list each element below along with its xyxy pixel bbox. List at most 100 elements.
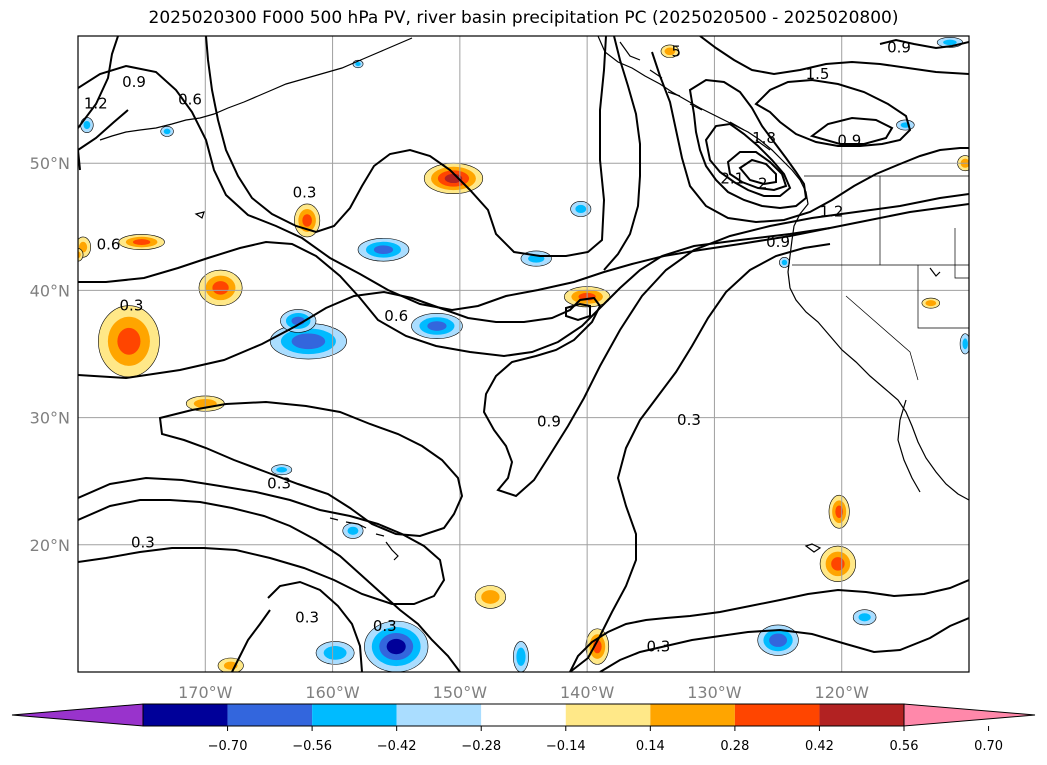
colorbar <box>11 703 1036 727</box>
colorbar-bin <box>650 704 735 726</box>
contour-label: 0.9 <box>766 233 790 251</box>
negative-precip-anomaly <box>269 323 347 360</box>
contour-label: 0.3 <box>646 638 670 656</box>
colorbar-bin <box>481 704 566 726</box>
longitude-label: 160°W <box>305 683 360 702</box>
longitude-label: 170°W <box>178 683 233 702</box>
contour-label: 0.3 <box>295 608 319 626</box>
colorbar-tick-label: 0.56 <box>890 739 919 754</box>
map-title: 2025020300 F000 500 hPa PV, river basin … <box>148 8 899 28</box>
longitude-labels: 170°W 160°W 150°W 140°W 130°W 120°W <box>178 683 869 702</box>
positive-precip-anomaly <box>819 545 857 582</box>
latitude-labels: 20°N 30°N 40°N 50°N <box>30 154 70 555</box>
positive-precip-anomaly <box>660 44 680 58</box>
longitude-label: 120°W <box>815 683 870 702</box>
positive-precip-anomaly <box>294 203 321 238</box>
negative-precip-anomaly <box>364 620 429 672</box>
coastlines <box>99 36 969 561</box>
contour-label: 5 <box>671 42 681 60</box>
negative-precip-anomaly <box>896 119 915 131</box>
contour-label: 0.9 <box>122 73 146 91</box>
longitude-label: 140°W <box>560 683 615 702</box>
positive-precip-anomaly <box>423 162 484 195</box>
precip-contour-fill <box>925 300 937 307</box>
precip-contour-fill <box>444 173 463 184</box>
colorbar-bin <box>227 704 313 726</box>
contour-label: 2.1 <box>720 169 744 187</box>
colorbar-ticks: −0.70 −0.56 −0.42 −0.28 −0.14 0.14 0.28 0.42 0.5… <box>208 726 1003 754</box>
negative-precip-anomaly <box>757 624 799 656</box>
precip-contour-fill <box>117 327 141 355</box>
negative-precip-anomaly <box>959 333 969 355</box>
colorbar-tick-label: −0.70 <box>208 739 248 754</box>
negative-precip-anomaly <box>852 609 877 626</box>
colorbar-tick-label: −0.14 <box>546 739 586 754</box>
positive-precip-anomaly <box>474 585 506 609</box>
contour-label: 0.3 <box>131 533 155 551</box>
precip-contour-fill <box>962 338 968 350</box>
colorbar-tick-label: 0.28 <box>720 739 749 754</box>
colorbar-bin <box>565 704 651 726</box>
contour-label: 0.9 <box>537 412 561 430</box>
pv-contours <box>78 36 969 672</box>
precip-contour-fill <box>212 281 229 295</box>
precip-contour-fill <box>291 333 326 350</box>
contour-label: 1.2 <box>84 94 108 112</box>
colorbar-frame <box>142 703 905 727</box>
contour-labels: 0.9 0.6 1.2 0.3 0.6 0.3 0.6 0.9 0.3 0.3 0.3 0.3 0.3 0… <box>84 38 911 655</box>
precip-contour-fill <box>943 39 957 46</box>
precip-contour-fill <box>781 259 788 266</box>
negative-precip-anomaly <box>280 309 317 333</box>
colorbar-extend-max <box>903 703 1036 727</box>
longitude-label: 150°W <box>433 683 488 702</box>
positive-precip-anomaly <box>217 657 244 672</box>
precip-contour-fill <box>355 61 361 67</box>
precip-contour-fill <box>132 239 151 245</box>
positive-precip-anomaly <box>78 248 84 262</box>
precip-contour-fill <box>575 204 587 214</box>
contour-label: 1.8 <box>752 129 776 147</box>
colorbar-tick-label: −0.42 <box>377 739 417 754</box>
positive-precip-anomaly <box>828 494 850 529</box>
precip-contour-fill <box>83 120 91 130</box>
colorbar-bin <box>143 704 228 726</box>
map-frame <box>77 35 970 673</box>
contour-label: 0.6 <box>384 307 408 325</box>
precip-contour-fill <box>835 505 844 518</box>
colorbar-extend-min <box>11 703 144 727</box>
negative-precip-anomaly <box>570 201 592 217</box>
precip-contour-fill <box>481 590 500 604</box>
colorbar-tick-label: −0.28 <box>461 739 501 754</box>
positive-precip-anomaly <box>921 297 941 309</box>
precip-contour-fill <box>323 646 347 660</box>
precip-contour-fill <box>858 613 871 622</box>
precip-contour-fill <box>163 128 171 135</box>
precip-contour-fill <box>302 214 312 227</box>
precip-contour-fill <box>347 526 359 535</box>
graticule <box>78 36 969 672</box>
positive-precip-anomaly <box>198 269 243 306</box>
precip-contour-fill <box>664 47 676 56</box>
contour-label: 0.9 <box>887 38 911 56</box>
precip-contour-fill <box>386 638 406 655</box>
contour-label: 0.3 <box>267 475 291 493</box>
contour-label: 0.3 <box>293 183 317 201</box>
latitude-label: 50°N <box>30 154 70 173</box>
precip-contour-fill <box>516 647 526 666</box>
negative-precip-anomaly <box>357 237 410 262</box>
negative-precip-anomaly <box>315 641 355 665</box>
colorbar-bin <box>734 704 820 726</box>
negative-precip-anomaly <box>80 117 94 133</box>
contour-label: 0.3 <box>373 617 397 635</box>
precip-contour-fill <box>769 633 788 647</box>
precip-contour-fill <box>78 251 81 259</box>
precip-contour-fill <box>276 467 288 473</box>
latitude-label: 30°N <box>30 409 70 428</box>
precip-contour-fill <box>373 245 394 255</box>
contour-label: 0.3 <box>120 297 144 315</box>
colorbar-tick-label: −0.56 <box>292 739 332 754</box>
colorbar-bin <box>396 704 482 726</box>
negative-precip-anomaly <box>779 257 790 268</box>
negative-precip-anomaly <box>271 464 293 476</box>
